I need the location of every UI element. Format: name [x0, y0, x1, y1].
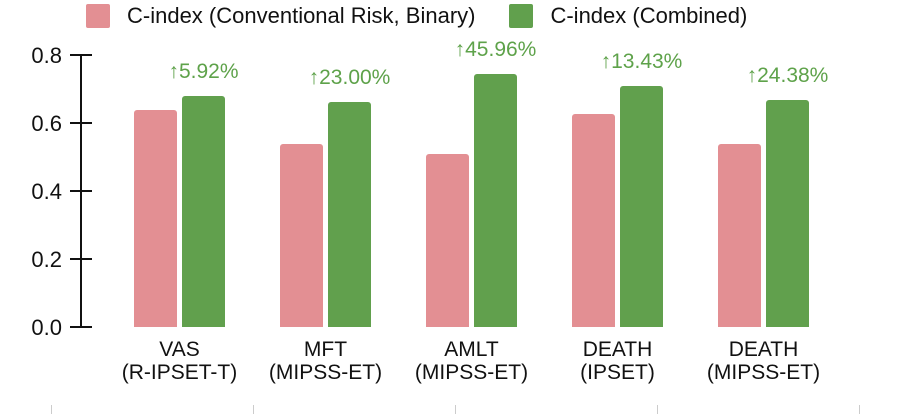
y-tick-label: 0.4	[31, 179, 62, 204]
bottom-tick	[253, 405, 254, 414]
bottom-tick	[51, 405, 52, 414]
x-category-label: DEATH (MIPSS-ET)	[706, 338, 821, 384]
bar-conventional	[426, 153, 469, 327]
y-tick-label: 0.0	[31, 315, 62, 340]
improvement-label: ↑5.92%	[168, 60, 239, 84]
bar-combined	[474, 74, 517, 327]
legend-label: C-index (Conventional Risk, Binary)	[127, 3, 476, 28]
y-tick	[70, 190, 92, 192]
legend-item-combined: C-index (Combined)	[509, 3, 747, 29]
y-tick-label: 0.2	[31, 247, 62, 272]
x-category-label: DEATH (IPSET)	[580, 338, 655, 384]
improvement-label: ↑13.43%	[600, 49, 683, 73]
legend-swatch-pink	[86, 4, 110, 28]
improvement-label: ↑45.96%	[454, 38, 537, 62]
bottom-tick	[657, 405, 658, 414]
improvement-label: ↑23.00%	[308, 65, 391, 89]
x-category-label: VAS (R-IPSET-T)	[121, 338, 238, 384]
bottom-tick	[455, 405, 456, 414]
y-tick-label: 0.6	[31, 111, 62, 136]
bar-conventional	[134, 110, 177, 327]
x-category-label: AMLT (MIPSS-ET)	[414, 338, 529, 384]
y-tick	[70, 54, 92, 56]
x-category-label: MFT (MIPSS-ET)	[268, 338, 383, 384]
legend: C-index (Conventional Risk, Binary) C-in…	[86, 3, 781, 29]
bar-combined	[182, 96, 225, 327]
y-tick-label: 0.8	[31, 43, 62, 68]
bar-conventional	[572, 114, 615, 327]
bar-conventional	[718, 144, 761, 327]
legend-swatch-green	[509, 4, 534, 28]
improvement-label: ↑24.38%	[746, 63, 829, 87]
bar-conventional	[280, 144, 323, 327]
legend-item-conventional: C-index (Conventional Risk, Binary)	[86, 3, 475, 29]
legend-label: C-index (Combined)	[550, 3, 748, 28]
y-tick	[70, 258, 92, 260]
bar-combined	[766, 99, 809, 327]
bar-combined	[328, 101, 371, 327]
bar-combined	[620, 85, 663, 327]
bottom-tick	[859, 405, 860, 414]
y-tick	[70, 122, 92, 124]
y-tick	[70, 326, 92, 328]
